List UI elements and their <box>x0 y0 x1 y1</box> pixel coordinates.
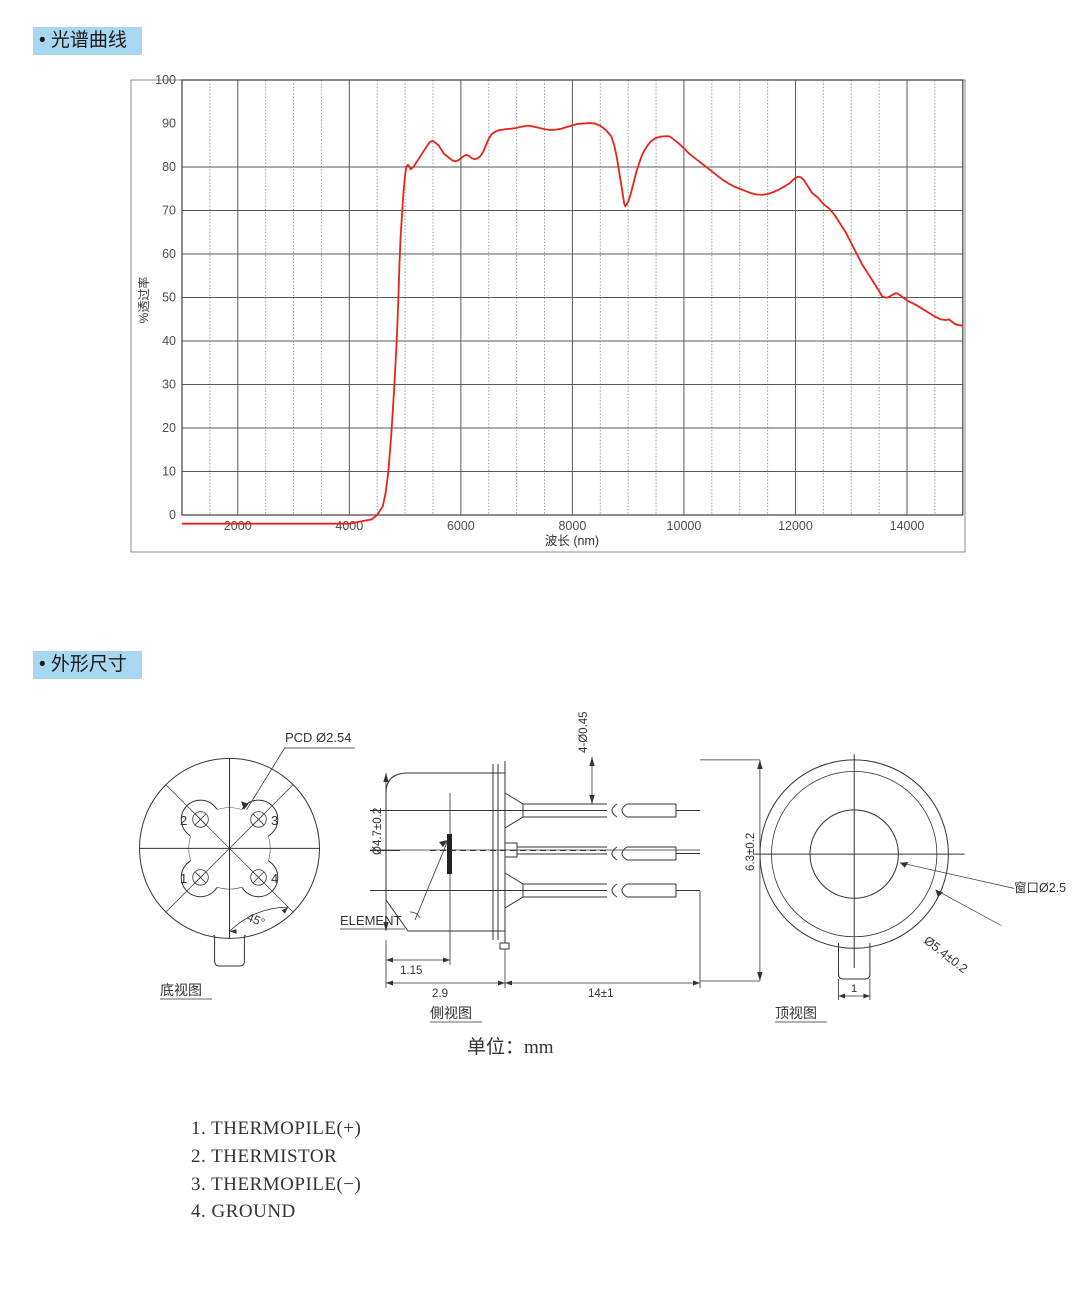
svg-text:1. THERMOPILE(+): 1. THERMOPILE(+) <box>191 1118 361 1139</box>
svg-text:4. GROUND: 4. GROUND <box>191 1201 296 1222</box>
svg-text:2. THERMISTOR: 2. THERMISTOR <box>191 1146 337 1167</box>
svg-text:底视图: 底视图 <box>160 982 202 998</box>
svg-text:14±1: 14±1 <box>588 988 614 1000</box>
svg-text:2.9: 2.9 <box>432 988 448 1000</box>
svg-text:2: 2 <box>180 813 187 828</box>
svg-text:ELEMENT: ELEMENT <box>340 913 401 928</box>
svg-text:1.15: 1.15 <box>400 965 422 977</box>
svg-text:PCD Ø2.54: PCD Ø2.54 <box>285 730 351 745</box>
svg-text:側视图: 側视图 <box>430 1005 472 1021</box>
svg-text:3. THERMOPILE(−): 3. THERMOPILE(−) <box>191 1174 361 1195</box>
svg-text:6.3±0.2: 6.3±0.2 <box>745 833 757 871</box>
svg-text:Ø4.7±0.2: Ø4.7±0.2 <box>372 808 384 855</box>
svg-text:4-Ø0.45: 4-Ø0.45 <box>578 711 590 753</box>
svg-text:3: 3 <box>271 813 278 828</box>
svg-text:4: 4 <box>271 871 278 886</box>
svg-text:Ø5.4±0.2: Ø5.4±0.2 <box>921 933 970 976</box>
svg-text:单位：mm: 单位：mm <box>467 1036 554 1058</box>
svg-text:1: 1 <box>851 983 857 995</box>
svg-text:45°: 45° <box>245 910 267 930</box>
svg-text:窗口Ø2.5: 窗口Ø2.5 <box>1014 881 1066 895</box>
svg-text:顶视图: 顶视图 <box>775 1005 817 1021</box>
svg-text:1: 1 <box>180 871 187 886</box>
